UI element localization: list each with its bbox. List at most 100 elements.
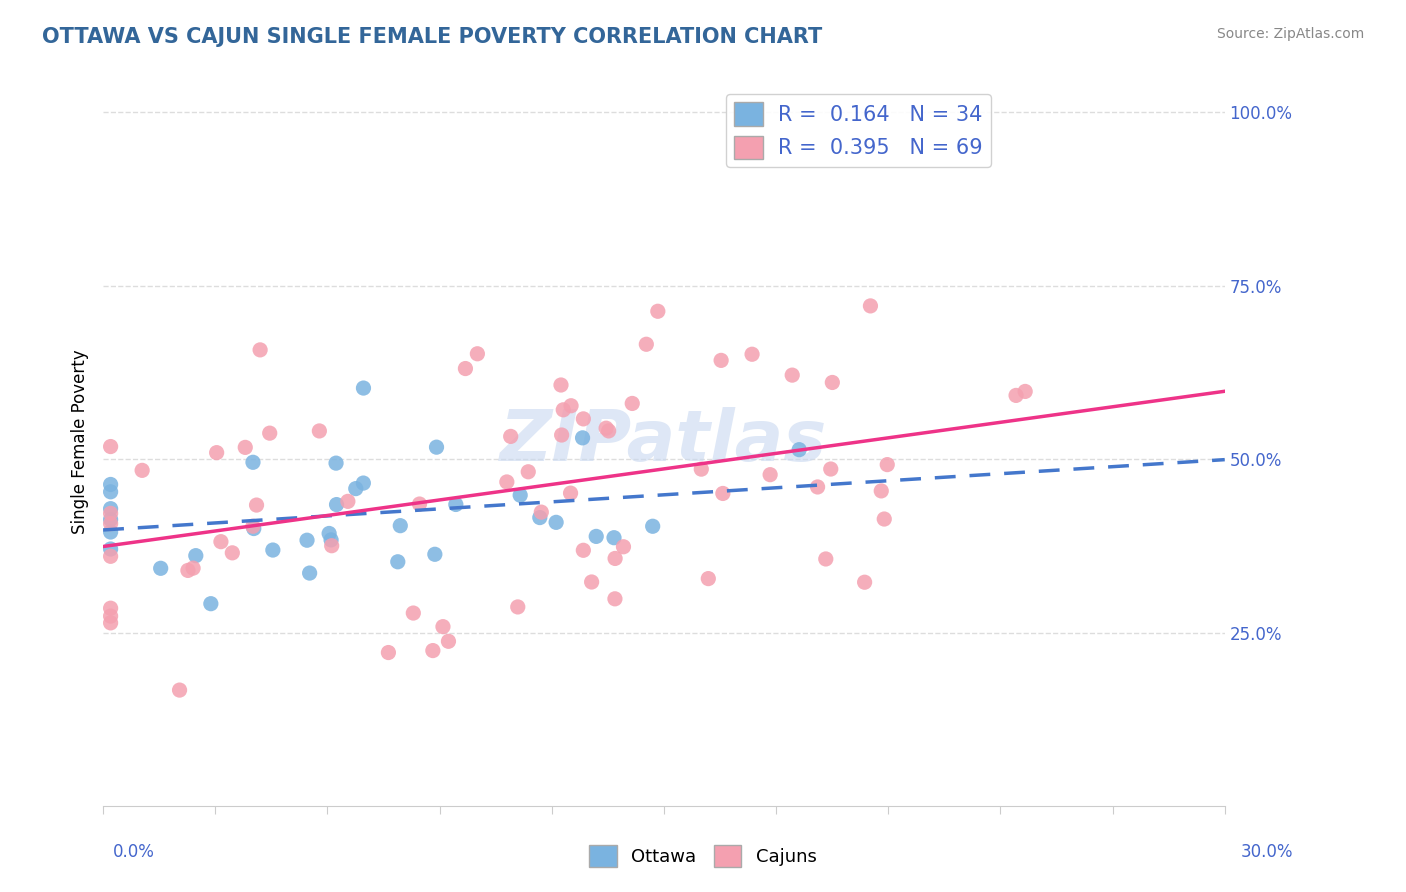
Point [249,343,271,357]
Point [298,566,321,580]
Point [546,516,568,530]
Point [169,683,191,698]
Point [787,442,810,457]
Legend: R =  0.164   N = 34, R =  0.395   N = 69: R = 0.164 N = 34, R = 0.395 N = 69 [725,95,991,167]
Point [100,601,122,615]
Point [100,440,122,454]
Point [806,480,828,494]
Point [389,518,412,533]
Legend: Ottawa, Cajuns: Ottawa, Cajuns [582,838,824,874]
Point [437,634,460,648]
Point [181,561,204,575]
Point [636,337,658,351]
Point [560,399,582,413]
Point [710,353,733,368]
Point [517,465,540,479]
Point [741,347,763,361]
Point [100,512,122,526]
Point [422,643,444,657]
Point [100,516,122,531]
Point [821,376,844,390]
Point [352,476,374,491]
Point [499,429,522,443]
Point [603,531,626,545]
Point [209,534,232,549]
Point [318,526,340,541]
Point [550,378,572,392]
Text: 30.0%: 30.0% [1241,843,1294,861]
Point [100,609,122,624]
Point [100,615,122,630]
Point [641,519,664,533]
Point [233,441,256,455]
Point [697,572,720,586]
Point [612,540,634,554]
Y-axis label: Single Female Poverty: Single Female Poverty [72,350,89,534]
Point [184,549,207,563]
Point [873,512,896,526]
Point [853,575,876,590]
Point [242,519,264,533]
Point [387,555,409,569]
Point [344,482,367,496]
Point [319,533,342,547]
Point [621,396,644,410]
Point [495,475,517,489]
Point [262,543,284,558]
Point [870,483,893,498]
Point [425,440,447,454]
Point [711,486,734,500]
Point [444,498,467,512]
Point [529,510,551,524]
Point [221,546,243,560]
Point [200,597,222,611]
Point [509,488,531,502]
Point [402,606,425,620]
Point [598,424,620,438]
Point [603,551,626,566]
Point [1014,384,1036,399]
Point [100,484,122,499]
Text: OTTAWA VS CAJUN SINGLE FEMALE POVERTY CORRELATION CHART: OTTAWA VS CAJUN SINGLE FEMALE POVERTY CO… [42,27,823,46]
Point [100,501,122,516]
Point [243,522,266,536]
Point [325,456,347,470]
Point [572,543,595,558]
Point [585,529,607,543]
Point [100,549,122,564]
Text: ZIPatlas: ZIPatlas [501,408,828,476]
Point [177,563,200,577]
Point [321,539,343,553]
Point [131,463,153,477]
Point [647,304,669,318]
Point [205,445,228,459]
Point [325,498,347,512]
Point [377,646,399,660]
Point [530,505,553,519]
Point [100,477,122,491]
Point [603,591,626,606]
Text: 0.0%: 0.0% [112,843,155,861]
Point [423,547,446,561]
Point [876,458,898,472]
Point [242,455,264,469]
Point [408,497,430,511]
Point [100,524,122,539]
Point [690,462,713,476]
Point [454,361,477,376]
Point [295,533,318,548]
Point [336,494,359,508]
Text: Source: ZipAtlas.com: Source: ZipAtlas.com [1216,27,1364,41]
Point [353,381,375,395]
Point [506,599,529,614]
Point [820,462,842,476]
Point [560,486,582,500]
Point [572,412,595,426]
Point [859,299,882,313]
Point [100,541,122,556]
Point [100,507,122,521]
Point [245,498,267,512]
Point [432,620,454,634]
Point [1005,388,1028,402]
Point [467,347,489,361]
